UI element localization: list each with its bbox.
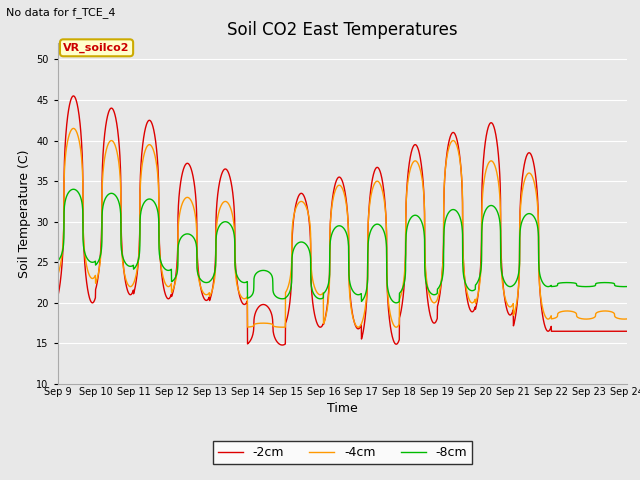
-8cm bbox=[273, 294, 280, 300]
-8cm bbox=[392, 300, 400, 306]
-2cm bbox=[297, 191, 305, 196]
Title: Soil CO2 East Temperatures: Soil CO2 East Temperatures bbox=[227, 21, 458, 39]
-4cm bbox=[54, 272, 61, 278]
-4cm bbox=[278, 324, 286, 330]
Text: No data for f_TCE_4: No data for f_TCE_4 bbox=[6, 7, 116, 18]
-2cm bbox=[119, 256, 127, 262]
-8cm bbox=[70, 186, 77, 192]
-2cm bbox=[551, 328, 559, 334]
-4cm bbox=[119, 260, 127, 265]
-4cm bbox=[297, 199, 305, 204]
-8cm bbox=[551, 283, 559, 289]
-4cm bbox=[623, 316, 631, 322]
X-axis label: Time: Time bbox=[327, 402, 358, 415]
Line: -8cm: -8cm bbox=[58, 189, 627, 303]
-8cm bbox=[54, 258, 61, 264]
-8cm bbox=[153, 204, 161, 210]
-4cm bbox=[612, 315, 620, 321]
-2cm bbox=[153, 146, 161, 152]
-8cm bbox=[612, 283, 620, 289]
-2cm bbox=[273, 338, 280, 344]
-2cm bbox=[623, 328, 631, 334]
-2cm bbox=[612, 328, 620, 334]
-4cm bbox=[273, 324, 280, 330]
-2cm bbox=[278, 342, 286, 348]
-8cm bbox=[623, 284, 631, 289]
-4cm bbox=[153, 162, 161, 168]
-4cm bbox=[70, 126, 77, 132]
-8cm bbox=[297, 239, 305, 245]
Y-axis label: Soil Temperature (C): Soil Temperature (C) bbox=[17, 149, 31, 278]
Line: -4cm: -4cm bbox=[58, 129, 627, 327]
-2cm bbox=[54, 294, 61, 300]
Line: -2cm: -2cm bbox=[58, 96, 627, 345]
Legend: -2cm, -4cm, -8cm: -2cm, -4cm, -8cm bbox=[212, 442, 472, 464]
-4cm bbox=[551, 315, 559, 321]
Text: VR_soilco2: VR_soilco2 bbox=[63, 43, 130, 53]
-8cm bbox=[119, 254, 127, 260]
-2cm bbox=[70, 93, 77, 99]
